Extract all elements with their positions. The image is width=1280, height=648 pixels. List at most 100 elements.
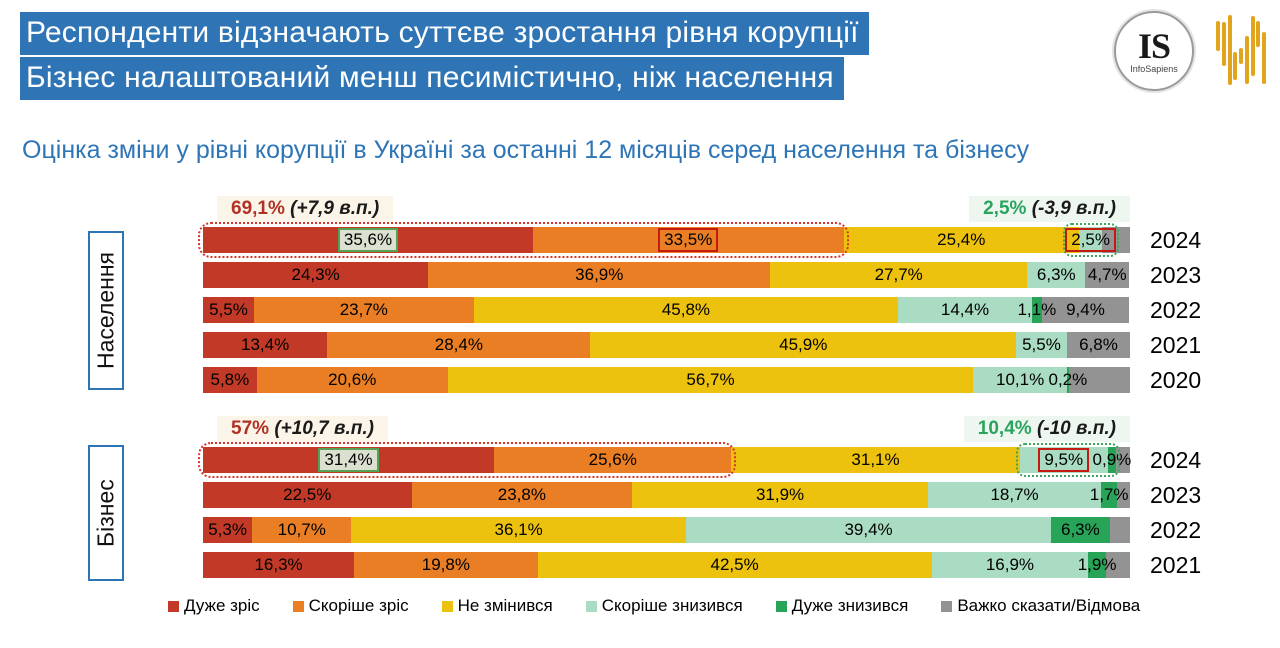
title-line-1: Респонденти відзначають суттєве зростанн… [20, 12, 869, 55]
bar-row: 5,5% 23,7% 45,8% 14,4% 1,1% 9,4% 2022 [203, 297, 1201, 323]
year-label: 2022 [1150, 297, 1202, 323]
bar-segment-label: 4,7% [1087, 265, 1127, 284]
bar-segment: 31,4% [203, 447, 495, 473]
legend-label: Не змінився [457, 596, 553, 615]
bar-segment: 5,5% [203, 297, 254, 323]
bar-segment: 45,9% [590, 332, 1016, 358]
bar-segment: 31,1% [731, 447, 1020, 473]
annotation-row: 69,1% (+7,9 в.п.) 2,5% (-3,9 в.п.) [203, 196, 1130, 226]
legend-item: Скоріше знизився [585, 596, 743, 616]
year-label: 2024 [1150, 227, 1202, 253]
legend-item: Скоріше зріс [292, 596, 409, 616]
bar-segment-label: 45,9% [779, 335, 828, 354]
legend-label: Дуже зріс [184, 596, 260, 615]
legend-swatch [441, 600, 453, 612]
bar-segment-label: 33,5% [658, 228, 719, 252]
waveform-icon [1216, 8, 1266, 92]
bar-segment: 10,1% [973, 367, 1067, 393]
bar-row: 5,3% 10,7% 36,1% 39,4% 6,3% 2022 [203, 517, 1201, 543]
bar-segment-label: 14,4% [940, 300, 990, 319]
infosapiens-logo: IS InfoSapiens [1114, 11, 1194, 91]
legend-label: Важко сказати/Відмова [957, 596, 1141, 615]
bar-segment-label: 45,8% [661, 300, 711, 319]
annotation-increase: 69,1% (+7,9 в.п.) [217, 196, 394, 222]
page-title: Респонденти відзначають суттєве зростанн… [20, 12, 869, 102]
annotation-decrease: 2,5% (-3,9 в.п.) [969, 196, 1130, 222]
bar-segment [1105, 552, 1130, 578]
bar-segment: 27,7% [770, 262, 1028, 288]
bar-segment-label: 1,9% [1077, 555, 1117, 574]
bar-segment: 9,4% [1041, 297, 1130, 323]
bar-row: 24,3% 36,9% 27,7% 6,3% 4,7% 2023 [203, 262, 1201, 288]
bar-segment: 6,3% [1051, 517, 1110, 543]
bar-row: 5,8% 20,6% 56,7% 10,1% 0,2% 2020 [203, 367, 1201, 393]
bar-segment: 10,7% [252, 517, 352, 543]
bar-segment-label: 9,4% [1066, 300, 1105, 319]
bar-segment-label: 19,8% [421, 555, 470, 574]
bar-segment: 18,7% [927, 482, 1102, 508]
bar-segment: 6,8% [1066, 332, 1130, 358]
bar-segment-label: 6,3% [1061, 520, 1100, 539]
bar-segment: 16,3% [203, 552, 355, 578]
bar-group: Населення 69,1% (+7,9 в.п.) 2,5% (-3,9 в.п… [0, 196, 1280, 402]
bar-group: Бізнес 57% (+10,7 в.п.) 10,4% (-10 в.п.) 31… [0, 416, 1280, 587]
legend-item: Не змінився [441, 596, 553, 616]
bar-segment-label: 39,4% [844, 520, 893, 539]
bar-segment-label: 35,6% [337, 228, 399, 252]
bar-segment: 16,9% [931, 552, 1089, 578]
bar-segment-label: 42,5% [710, 555, 759, 574]
bar-segment: 19,8% [354, 552, 538, 578]
bar-segment: 42,5% [537, 552, 932, 578]
bar-segment-label: 6,8% [1079, 335, 1118, 354]
logo-name: InfoSapiens [1130, 63, 1178, 74]
legend-swatch [168, 600, 179, 612]
bar-segment: 0,2% [1048, 367, 1087, 393]
bar-segment-label: 31,4% [318, 448, 379, 472]
legend-item: Дуже зріс [168, 596, 260, 616]
bar-segment-label: 18,7% [990, 485, 1039, 504]
group-label: Населення [88, 231, 124, 390]
bar-row: 16,3% 19,8% 42,5% 16,9% 1,9% 2021 [203, 552, 1201, 578]
legend: Дуже зріс Скоріше зріс Не змінився Скоріше … [168, 596, 1218, 616]
bar-segment: 24,3% [203, 262, 429, 288]
bar-segment [1102, 227, 1130, 253]
legend-item: Дуже знизився [775, 596, 908, 616]
bar-segment: 39,4% [685, 517, 1052, 543]
bar-segment: 22,5% [203, 482, 412, 508]
bar-row: 35,6% 33,5% 25,4% 2,5% 2024 [198, 222, 1201, 258]
annotation-increase: 57% (+10,7 в.п.) [217, 416, 388, 442]
legend-label: Скоріше зріс [308, 596, 409, 615]
bar-segment-label: 10,1% [996, 370, 1045, 389]
bar-segment-label: 5,8% [210, 370, 250, 389]
bar-segment: 20,6% [256, 367, 448, 393]
bar-segment: 2,5% [1065, 227, 1116, 253]
bar-segment: 5,3% [203, 517, 253, 543]
bar-segment [1116, 482, 1130, 508]
bar-segment-label: 5,3% [208, 520, 247, 539]
legend-swatch [941, 600, 953, 612]
bar-segment-label: 22,5% [283, 485, 332, 504]
bar-segment [1109, 517, 1130, 543]
bar-segment-label: 0,9% [1092, 450, 1132, 469]
bar-segment-label: 5,5% [1022, 335, 1061, 354]
bar-segment-label: 6,3% [1036, 265, 1076, 284]
bar-segment: 33,5% [533, 227, 844, 253]
annotation-row: 57% (+10,7 в.п.) 10,4% (-10 в.п.) [203, 416, 1130, 446]
bar-segment-label: 25,6% [588, 450, 637, 469]
legend-swatch [292, 600, 304, 612]
bar-segment-label: 23,8% [497, 485, 546, 504]
bar-segment-label: 20,6% [328, 370, 377, 389]
title-line-2: Бізнес налаштований менш песимістично, н… [20, 57, 869, 100]
bar-segment-label: 28,4% [434, 335, 483, 354]
bar-segment-label: 36,1% [494, 520, 543, 539]
group-label: Бізнес [88, 445, 124, 581]
bar-segment-label: 16,3% [254, 555, 303, 574]
bar-segment-label: 10,7% [277, 520, 326, 539]
bar-segment-label: 23,7% [339, 300, 388, 319]
bar-segment: 31,9% [632, 482, 928, 508]
legend-item: Важко сказати/Відмова [941, 596, 1140, 616]
bar-segment: 25,6% [494, 447, 732, 473]
year-label: 2024 [1150, 447, 1202, 473]
